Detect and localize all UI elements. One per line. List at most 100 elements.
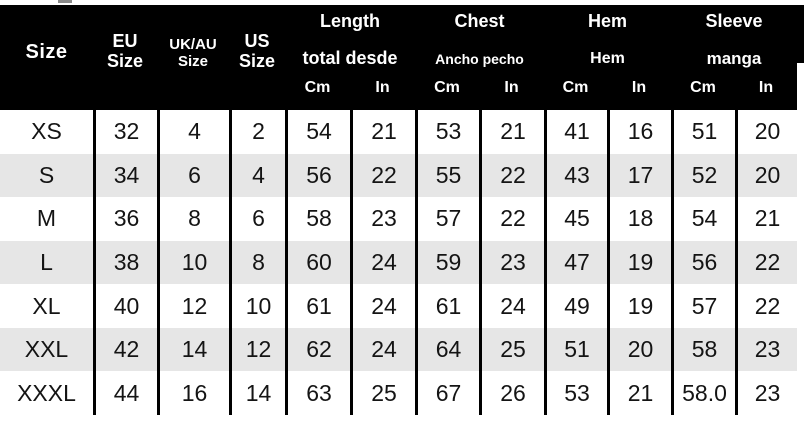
value-cell: 49 [544,284,607,328]
header-length-cm: Cm [304,79,331,96]
value-cell: 24 [479,284,544,328]
value-cell: 51 [671,110,735,154]
header-us-size: US Size [229,31,285,71]
header-eu-size-line1: EU [112,31,138,51]
value-cell: 42 [93,327,157,372]
value-cell: 19 [607,284,671,328]
value-cell: 24 [350,284,415,328]
table-row: L 38 10 8 60 24 59 23 47 19 56 22 [0,240,797,285]
value-cell: 25 [350,371,415,415]
table-header: Size EU Size UK/AU Size US Size Length t… [0,5,797,110]
row-size-label: XXXL [17,379,76,406]
value-cell: 10 [229,284,285,328]
value-cell: 20 [735,110,797,154]
value-cell: 22 [735,240,797,285]
value-cell: 16 [607,110,671,154]
value-cell: 61 [285,284,350,328]
value-cell: 6 [229,197,285,241]
value-cell: 61 [415,284,479,328]
value-cell: 25 [479,327,544,372]
row-size-label: XXL [24,336,69,363]
table-row: S 34 6 4 56 22 55 22 43 17 52 20 [0,153,797,198]
value-cell: 43 [544,153,607,198]
header-sleeve-cm: Cm [690,79,716,96]
value-cell: 60 [285,240,350,285]
value-cell: 67 [415,371,479,415]
header-ukau-size-line2: Size [177,53,208,70]
value-cell: 41 [544,110,607,154]
value-cell: 10 [157,240,229,285]
value-cell: 54 [671,197,735,241]
value-cell: 57 [671,284,735,328]
value-cell: 63 [285,371,350,415]
value-cell: 22 [350,153,415,198]
header-sleeve-sublabel: manga [706,49,762,68]
table-row: XXXL 44 16 14 63 25 67 26 53 21 58.0 23 [0,371,797,415]
value-cell: 24 [350,240,415,285]
value-cell: 52 [671,153,735,198]
value-cell: 8 [229,240,285,285]
row-size-label: M [36,205,57,232]
header-group-chest: Chest Ancho pecho [415,5,544,110]
value-cell: 24 [350,327,415,372]
header-hem-cm: Cm [562,79,589,96]
value-cell: 58 [285,197,350,241]
table-row: XXL 42 14 12 62 24 64 25 51 20 58 23 [0,327,797,372]
value-cell: 4 [229,153,285,198]
header-eu-size: EU Size [93,31,157,71]
table-row: XS 32 4 2 54 21 53 21 41 16 51 20 [0,110,797,154]
value-cell: 23 [735,371,797,415]
value-cell: 47 [544,240,607,285]
header-us-size-line2: Size [238,51,276,71]
table-body: XS 32 4 2 54 21 53 21 41 16 51 20 S 34 6 4 56 22 55 22 43 17 5… [0,110,797,415]
value-cell: 34 [93,153,157,198]
value-cell: 23 [735,327,797,372]
value-cell: 38 [93,240,157,285]
header-ukau-size-line1: UK/AU [169,36,217,53]
header-size: Size [25,41,68,63]
value-cell: 2 [229,110,285,154]
value-cell: 22 [479,153,544,198]
value-cell: 20 [735,153,797,198]
header-ukau-size: UK/AU Size [157,36,229,70]
value-cell: 18 [607,197,671,241]
value-cell: 21 [607,371,671,415]
table-row: XL 40 12 10 61 24 61 24 49 19 57 22 [0,284,797,328]
value-cell: 21 [350,110,415,154]
value-cell: 17 [607,153,671,198]
value-cell: 51 [544,327,607,372]
table-row: M 36 8 6 58 23 57 22 45 18 54 21 [0,197,797,241]
header-sleeve-in: In [758,79,774,96]
value-cell: 22 [479,197,544,241]
value-cell: 45 [544,197,607,241]
row-size-label: L [40,248,53,275]
row-size-label: XS [31,118,62,145]
header-hem-label: Hem [587,11,627,31]
value-cell: 55 [415,153,479,198]
value-cell: 59 [415,240,479,285]
value-cell: 6 [157,153,229,198]
header-group-length: Length total desde [285,5,415,110]
value-cell: 40 [93,284,157,328]
value-cell: 23 [479,240,544,285]
value-cell: 54 [285,110,350,154]
value-cell: 58.0 [671,371,735,415]
value-cell: 22 [735,284,797,328]
value-cell: 14 [229,371,285,415]
header-chest-in: In [504,79,519,96]
value-cell: 14 [157,327,229,372]
header-length-in: In [375,79,390,96]
value-cell: 19 [607,240,671,285]
header-chest-cm: Cm [434,79,460,96]
header-sleeve-label: Sleeve [705,11,763,31]
value-cell: 64 [415,327,479,372]
header-chest-label: Chest [454,11,505,31]
value-cell: 12 [157,284,229,328]
header-eu-size-line2: Size [106,51,144,71]
value-cell: 58 [671,327,735,372]
value-cell: 21 [735,197,797,241]
header-length-label: Length [320,11,380,31]
header-us-size-line1: US [244,31,270,51]
value-cell: 21 [479,110,544,154]
